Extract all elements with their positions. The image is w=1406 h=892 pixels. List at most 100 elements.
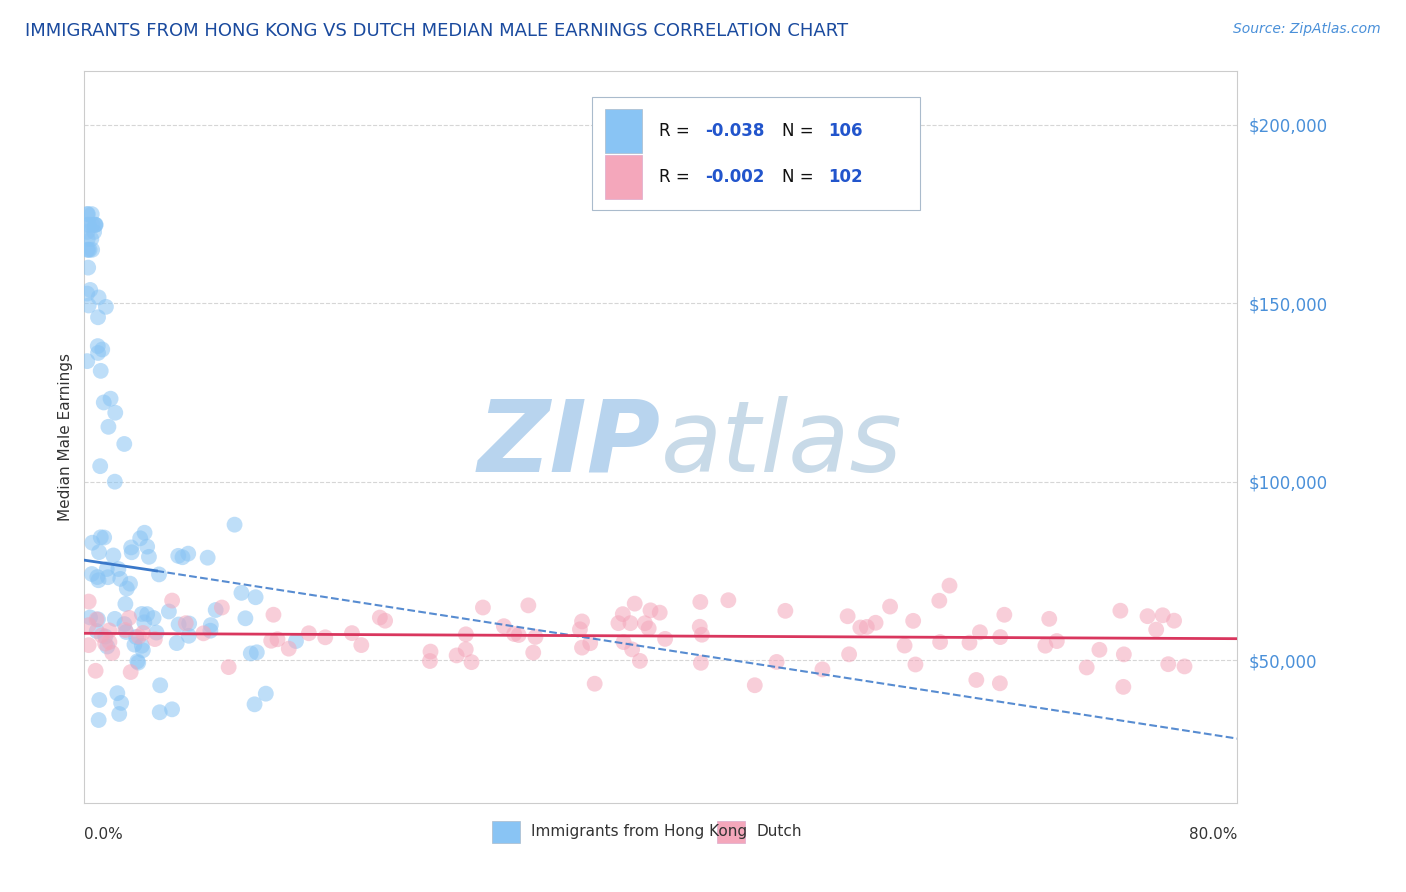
Point bbox=[76, 207, 98, 221]
Point bbox=[865, 615, 887, 630]
Point bbox=[245, 591, 267, 605]
Point bbox=[96, 640, 118, 654]
Point bbox=[110, 572, 132, 586]
Point bbox=[167, 549, 190, 563]
Point bbox=[160, 593, 183, 607]
Point bbox=[856, 620, 879, 634]
Point bbox=[1109, 604, 1132, 618]
FancyBboxPatch shape bbox=[592, 97, 921, 211]
Point bbox=[965, 673, 987, 687]
Point bbox=[76, 225, 98, 239]
Point bbox=[1088, 642, 1111, 657]
Point bbox=[127, 654, 149, 668]
Text: Dutch: Dutch bbox=[756, 824, 801, 839]
Point bbox=[517, 599, 540, 613]
Point bbox=[121, 545, 143, 559]
Point bbox=[374, 614, 396, 628]
Point bbox=[607, 616, 630, 631]
Point bbox=[179, 616, 201, 631]
Bar bbox=[606, 155, 643, 200]
Point bbox=[446, 648, 468, 663]
Point bbox=[1112, 648, 1135, 662]
Point bbox=[879, 599, 901, 614]
Point bbox=[1152, 608, 1174, 623]
Point bbox=[76, 354, 98, 368]
Point bbox=[138, 549, 160, 564]
Point bbox=[131, 607, 153, 621]
Point bbox=[904, 657, 927, 672]
Point bbox=[1076, 660, 1098, 674]
Point bbox=[114, 623, 136, 637]
Point bbox=[1144, 623, 1167, 637]
Point bbox=[1033, 639, 1056, 653]
Bar bbox=[606, 110, 643, 153]
Point bbox=[571, 615, 593, 629]
Point bbox=[84, 218, 107, 232]
Point bbox=[76, 232, 98, 246]
Point bbox=[91, 343, 114, 357]
Point bbox=[87, 346, 110, 360]
Point bbox=[1157, 657, 1180, 672]
Point bbox=[149, 678, 172, 692]
Point bbox=[77, 243, 100, 257]
Point bbox=[80, 207, 103, 221]
Text: ZIP: ZIP bbox=[478, 396, 661, 493]
Point bbox=[503, 627, 526, 641]
Text: N =: N = bbox=[782, 122, 818, 140]
Point bbox=[193, 626, 215, 640]
Point bbox=[94, 300, 117, 314]
Point bbox=[314, 630, 336, 644]
Point bbox=[177, 629, 200, 643]
Point bbox=[648, 606, 671, 620]
Point bbox=[83, 225, 105, 239]
Point bbox=[988, 630, 1011, 644]
Point bbox=[157, 605, 180, 619]
Point bbox=[260, 633, 283, 648]
Point bbox=[104, 475, 127, 489]
Point bbox=[115, 582, 138, 596]
Point bbox=[93, 395, 115, 409]
Point bbox=[90, 364, 112, 378]
Point bbox=[127, 656, 149, 670]
Point bbox=[114, 617, 136, 632]
Point bbox=[89, 459, 111, 474]
Point bbox=[134, 615, 156, 630]
Point bbox=[87, 339, 110, 353]
Text: Immigrants from Hong Kong: Immigrants from Hong Kong bbox=[531, 824, 748, 839]
Point bbox=[97, 570, 120, 584]
Point bbox=[82, 243, 104, 257]
Point bbox=[98, 624, 121, 638]
Point bbox=[218, 660, 240, 674]
Point bbox=[107, 562, 129, 576]
Text: Source: ZipAtlas.com: Source: ZipAtlas.com bbox=[1233, 22, 1381, 37]
Point bbox=[340, 626, 363, 640]
Point bbox=[80, 566, 103, 581]
Point bbox=[1046, 634, 1069, 648]
Point bbox=[76, 218, 98, 232]
Point bbox=[103, 549, 125, 563]
Point bbox=[84, 664, 107, 678]
Point bbox=[492, 619, 515, 633]
Point bbox=[200, 618, 222, 632]
Point bbox=[419, 654, 441, 668]
Point bbox=[125, 630, 148, 644]
Text: N =: N = bbox=[782, 169, 818, 186]
Point bbox=[84, 218, 107, 232]
Point bbox=[172, 550, 194, 565]
Text: -0.002: -0.002 bbox=[704, 169, 763, 186]
Point bbox=[571, 640, 593, 655]
Point bbox=[90, 530, 112, 544]
Point bbox=[160, 702, 183, 716]
Text: IMMIGRANTS FROM HONG KONG VS DUTCH MEDIAN MALE EARNINGS CORRELATION CHART: IMMIGRANTS FROM HONG KONG VS DUTCH MEDIA… bbox=[25, 22, 848, 40]
Point bbox=[104, 406, 127, 420]
Point bbox=[246, 645, 269, 659]
Point bbox=[197, 550, 219, 565]
Point bbox=[148, 567, 170, 582]
Point bbox=[87, 573, 110, 587]
Point bbox=[254, 687, 277, 701]
Point bbox=[637, 621, 659, 635]
Text: -0.038: -0.038 bbox=[704, 122, 763, 140]
Point bbox=[993, 607, 1015, 622]
Point bbox=[471, 600, 494, 615]
Point bbox=[623, 597, 645, 611]
